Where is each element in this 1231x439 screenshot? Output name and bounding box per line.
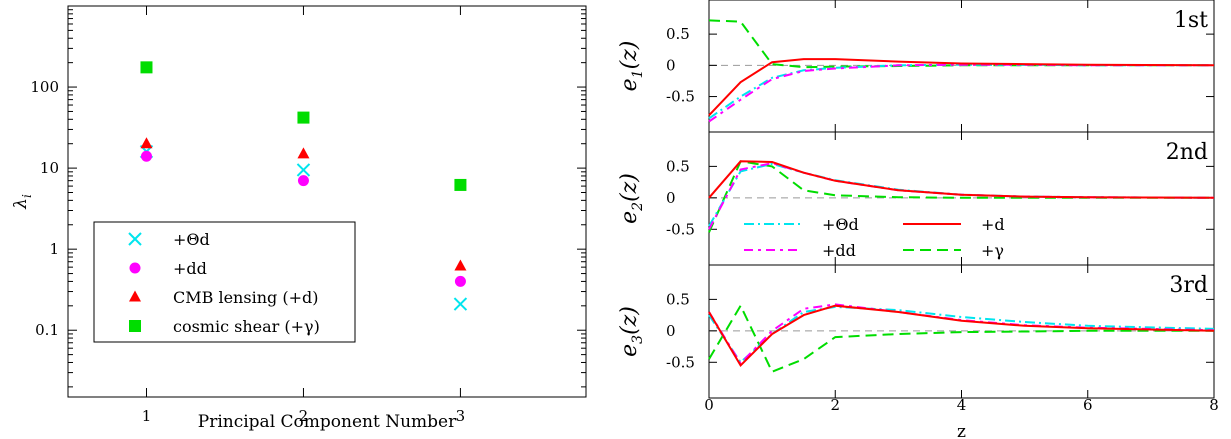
series-line [708, 162, 1215, 230]
series-1 [140, 150, 466, 287]
series-line [708, 19, 1214, 69]
x-tick-label: 3 [456, 407, 466, 425]
y-axis-label: e2(z) [617, 173, 646, 224]
panel-tag: 3rd [1169, 273, 1208, 298]
legend-label: +γ [981, 241, 1004, 260]
y-axis-label-main: λ [11, 198, 31, 210]
y-axis-label-sub: 1 [630, 69, 646, 78]
y-axis-label: e1(z) [617, 41, 646, 92]
data-point [454, 259, 467, 271]
legend: +Θd +dd CMB lensing (+d) cosmic shear (+γ) [93, 221, 356, 343]
series-line [708, 63, 1214, 120]
data-point [297, 147, 310, 159]
legend-marker [129, 262, 141, 274]
legend: +Θd +dd +d +γ [744, 215, 1005, 260]
legend-marker [128, 232, 142, 246]
x-tick-label: 8 [1209, 396, 1219, 414]
series-line [708, 304, 1215, 368]
series-2 [140, 137, 467, 271]
y-axis-label-main: e [617, 344, 642, 357]
panel-2: -0.5 0 0.5 e2(z) 2nd [617, 131, 1215, 266]
legend-label: +Θd [822, 215, 859, 234]
y-tick-label: 1 [49, 240, 59, 258]
y-tick-label: -0.5 [666, 353, 695, 371]
y-axis-label-tail: (z) [617, 306, 642, 335]
y-axis-label-main: e [617, 211, 642, 224]
data-point-stroke-b [453, 297, 468, 311]
y-tick-label: -0.5 [666, 88, 695, 106]
eigenfunction-chart: -0.500.5e1(z)1st-0.500.5e2(z)2nd-0.500.5… [617, 0, 1219, 439]
y-axis-label-tail: (z) [617, 173, 642, 202]
y-tick-label: 0.5 [666, 290, 690, 308]
data-point [454, 275, 466, 287]
data-point [297, 175, 309, 187]
y-axis-label: e3(z) [617, 306, 646, 357]
x-tick-label: 1 [142, 407, 152, 425]
series-line [708, 305, 1215, 364]
panel-tag: 2nd [1166, 140, 1208, 165]
y-axis-label-sub: i [20, 194, 34, 198]
y-axis-label-sub: 2 [630, 202, 646, 212]
legend-marker [129, 320, 141, 332]
legend-label: +dd [822, 241, 856, 260]
plot-frame [67, 5, 587, 398]
y-tick-label: 0.5 [666, 25, 690, 43]
data-point [140, 61, 153, 74]
series-line [708, 303, 1215, 366]
y-tick-label: 10 [40, 159, 59, 177]
panel-3: -0.5 0 0.5 e3(z) 3rd [617, 264, 1215, 399]
series-line [708, 160, 1214, 233]
y-tick-label: -0.5 [666, 220, 695, 238]
x-tick-label: 4 [957, 396, 967, 414]
legend-label: +dd [173, 259, 207, 278]
y-axis-label-tail: (z) [617, 41, 642, 70]
y-tick-label: 0 [666, 56, 676, 74]
y-axis-label-sub: 3 [630, 335, 646, 344]
panel-tag: 1st [1174, 8, 1208, 33]
legend-label: +Θd [173, 230, 210, 249]
series-line [708, 58, 1215, 116]
y-tick-label: 0.5 [666, 157, 690, 175]
x-tick-label: 0 [704, 396, 714, 414]
data-point [454, 178, 467, 191]
y-tick-label: 0.1 [35, 321, 59, 339]
data-point [140, 137, 153, 149]
legend-marker-stroke-b [128, 232, 142, 246]
x-axis-label: Principal Component Number [198, 412, 457, 432]
data-point [297, 111, 310, 124]
x-tick-label: 2 [299, 407, 309, 425]
legend-label: cosmic shear (+γ) [173, 317, 320, 336]
data-point [296, 163, 311, 177]
y-tick-label: 0 [666, 189, 676, 207]
x-axis-label: z [957, 422, 966, 439]
series-line [708, 303, 1214, 373]
y-axis-label-main: e [617, 78, 642, 91]
y-tick-label: 100 [30, 78, 59, 96]
panel-1: -0.5 0 0.5 e1(z) 1st [617, 0, 1215, 133]
legend-label: CMB lensing (+d) [173, 288, 318, 307]
legend-marker [129, 290, 141, 302]
series-line [708, 63, 1214, 123]
y-tick-label: 0 [666, 322, 676, 340]
legend-label: +d [981, 215, 1005, 234]
data-point-stroke-b [296, 163, 311, 177]
data-point [453, 297, 468, 311]
y-axis-label: λi [11, 194, 34, 210]
x-tick-label: 2 [830, 396, 840, 414]
series-3 [140, 61, 467, 191]
data-point [140, 150, 152, 162]
x-tick-label: 6 [1083, 396, 1093, 414]
series-line [708, 160, 1215, 199]
